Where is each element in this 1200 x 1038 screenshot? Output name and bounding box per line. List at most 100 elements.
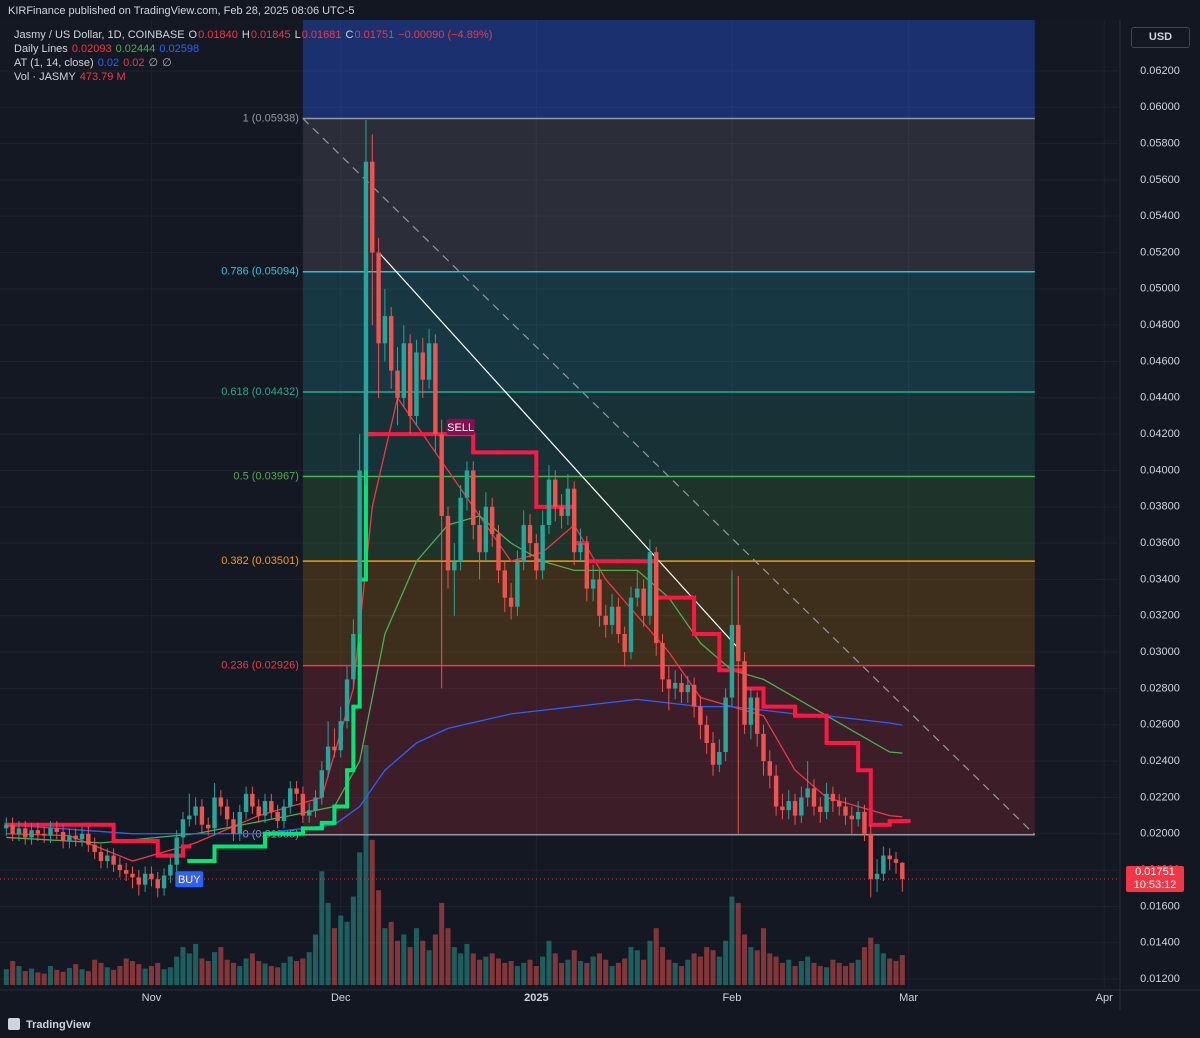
candle-body bbox=[887, 855, 892, 860]
candle-body bbox=[149, 873, 154, 880]
volume-bar bbox=[98, 962, 104, 985]
volume-bar bbox=[193, 943, 199, 985]
candle-body bbox=[559, 506, 564, 516]
candle-body bbox=[67, 835, 72, 842]
volume-bar bbox=[584, 962, 590, 985]
candle-body bbox=[218, 797, 224, 807]
volume-bar bbox=[552, 953, 558, 985]
candle-body bbox=[647, 552, 653, 616]
volume-bar bbox=[136, 964, 142, 985]
ohlc-key: C bbox=[345, 29, 354, 41]
y-tick-label: 0.01400 bbox=[1140, 937, 1180, 949]
candle-body bbox=[508, 597, 514, 607]
volume-bar bbox=[868, 937, 874, 985]
volume-bar bbox=[723, 940, 729, 985]
volume-bar bbox=[363, 745, 369, 985]
volume-bar bbox=[893, 961, 899, 985]
candle-body bbox=[395, 370, 400, 398]
volume-bar bbox=[735, 902, 741, 985]
candle-body bbox=[792, 801, 798, 816]
volume-bar bbox=[35, 972, 41, 985]
candle-body bbox=[855, 811, 861, 820]
volume-bar bbox=[786, 959, 792, 985]
y-tick-label: 0.04800 bbox=[1140, 319, 1180, 331]
volume-bar bbox=[407, 947, 413, 985]
volume-bar bbox=[477, 959, 483, 985]
legend-row: Vol · JASMY 473.79 M bbox=[14, 70, 496, 84]
volume-bar bbox=[262, 963, 268, 985]
axes: 0.012000.014000.016000.018000.020000.022… bbox=[142, 65, 1180, 1004]
indicator-value: 0.02093 bbox=[71, 43, 112, 55]
candle-body bbox=[168, 864, 173, 876]
candle-body bbox=[414, 352, 419, 416]
candle-body bbox=[445, 515, 451, 571]
fib-zone bbox=[302, 561, 1035, 666]
fib-label: 0.5 (0.03967) bbox=[233, 470, 298, 482]
ohlc-key: H bbox=[241, 29, 250, 41]
candle-body bbox=[862, 811, 867, 834]
candle-body bbox=[281, 806, 287, 822]
volume-bar bbox=[123, 958, 129, 985]
volume-bar bbox=[647, 940, 653, 985]
candle-body bbox=[761, 733, 766, 762]
candle-body bbox=[111, 855, 116, 865]
candle-body bbox=[452, 561, 457, 571]
y-tick-label: 0.01200 bbox=[1140, 973, 1180, 985]
fib-label: 0.786 (0.05094) bbox=[221, 266, 299, 278]
volume-bar bbox=[41, 973, 47, 985]
volume-bar bbox=[376, 890, 382, 985]
y-tick-label: 0.03200 bbox=[1140, 610, 1180, 622]
candle-body bbox=[805, 788, 810, 798]
x-tick-label: Feb bbox=[722, 992, 741, 1004]
ohlc-value: 0.01845 bbox=[250, 29, 291, 41]
candle-body bbox=[527, 524, 533, 544]
candle-body bbox=[332, 746, 337, 751]
volume-bar bbox=[710, 950, 716, 985]
volume-bar bbox=[174, 956, 180, 985]
volume-bar bbox=[180, 947, 186, 985]
candle-body bbox=[174, 837, 179, 865]
legend-row: Jasmy / US Dollar, 1D, COINBASE O0.01840 H… bbox=[14, 28, 496, 42]
fib-zone bbox=[302, 118, 1035, 272]
candle-body bbox=[881, 855, 886, 874]
volume-bar bbox=[628, 947, 634, 985]
ohlc-key: O bbox=[188, 29, 198, 41]
currency-button[interactable]: USD bbox=[1131, 27, 1190, 48]
candle-body bbox=[609, 606, 615, 625]
volume-bar bbox=[609, 966, 615, 985]
candle-body bbox=[698, 706, 703, 725]
y-tick-label: 0.04400 bbox=[1140, 392, 1180, 404]
candle-body bbox=[237, 811, 242, 834]
candle-body bbox=[874, 873, 880, 880]
ohlc-value: 0.01681 bbox=[301, 29, 342, 41]
candle-body bbox=[155, 879, 160, 889]
candle-body bbox=[704, 724, 709, 743]
candle-body bbox=[180, 819, 186, 838]
volume-bar bbox=[842, 966, 849, 985]
fib-label: 1 (0.05938) bbox=[243, 112, 299, 124]
volume-bar bbox=[287, 956, 293, 985]
volume-bar bbox=[54, 969, 60, 985]
candle-body bbox=[382, 316, 388, 344]
candle-body bbox=[767, 761, 773, 776]
signal-label: SELL bbox=[447, 422, 474, 434]
legend-row: Daily Lines 0.02093 0.02444 0.02598 bbox=[14, 42, 496, 56]
candle-body bbox=[584, 543, 590, 589]
candle-body bbox=[105, 855, 110, 862]
volume-bar bbox=[401, 934, 407, 985]
volume-bar bbox=[533, 966, 539, 985]
volume-bar bbox=[540, 956, 546, 985]
indicator-value: 0.02598 bbox=[159, 43, 200, 55]
volume-bar bbox=[369, 839, 375, 985]
candle-body bbox=[41, 833, 47, 836]
candle-body bbox=[799, 797, 804, 816]
candle-body bbox=[10, 824, 15, 834]
legend: Jasmy / US Dollar, 1D, COINBASE O0.01840 H… bbox=[14, 28, 496, 84]
volume-bar bbox=[470, 953, 476, 985]
volume-bar bbox=[388, 921, 394, 985]
footer-brand: TradingView bbox=[26, 1019, 91, 1031]
price-tag: 0.01751 10:53:12 bbox=[1126, 866, 1184, 892]
candle-body bbox=[830, 793, 836, 802]
volume-bar bbox=[502, 962, 508, 985]
